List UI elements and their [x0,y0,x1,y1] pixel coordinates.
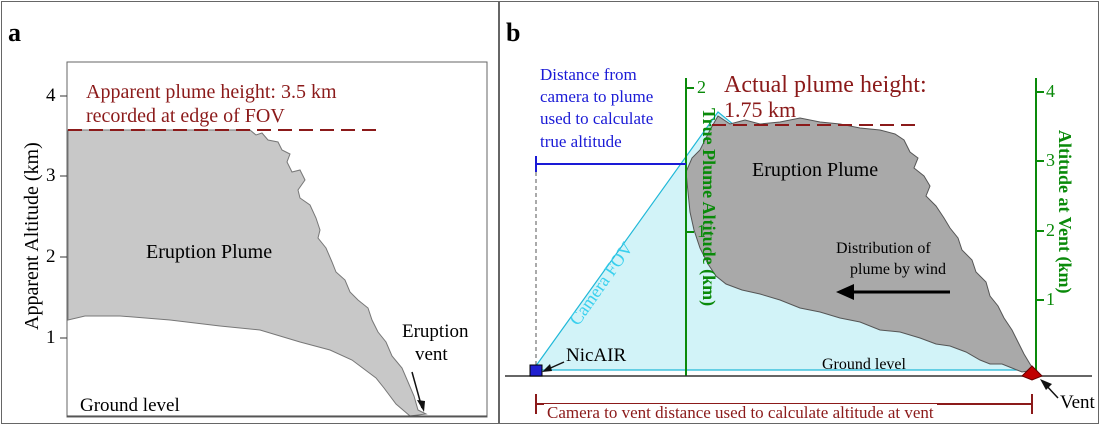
actual-height-text-1: Actual plume height: [724,72,927,98]
camera-vent-label: Camera to vent distance used to calculat… [544,404,937,421]
panel-a-ground-label: Ground level [80,395,180,416]
distance-note-4: true altitude [540,132,622,151]
vent-label: Vent [1060,392,1095,413]
panel-b-plume [685,115,1035,373]
wind-label-1: Distribution of [836,240,931,257]
distance-note-3: used to calculate [540,109,654,128]
true-axis-tick-label-2: 2 [697,77,706,97]
panel-a-tick-label-1: 1 [46,327,56,348]
panel-b-ground-label: Ground level [822,356,906,373]
nicair-label: NicAIR [566,345,627,366]
panel-a-drawing [60,61,488,418]
panel-a-tick-label-2: 2 [46,246,56,267]
panel-a-plume-label: Eruption Plume [146,241,273,263]
panel-a-plot-frame [66,61,488,418]
nicair-camera [529,364,543,377]
panel-a-vent-label-2: vent [415,344,448,365]
distance-note-1: Distance from [540,65,637,84]
vent-axis-label: Altitude at Vent (km) [1055,130,1075,294]
vent-arrowhead [1040,379,1052,390]
panel-b-letter: b [506,18,521,47]
panel-a-tick-label-3: 3 [46,165,56,186]
vent-axis-tick-label-2: 2 [1046,220,1055,240]
panel-a-vent-arrowhead [417,400,425,412]
nicair-arrowhead [542,364,552,372]
panel-a-tick-label-4: 4 [46,85,56,106]
panel-a-apparent-height-text-2: recorded at edge of FOV [86,105,285,127]
wind-arrowhead [836,284,854,300]
vent-axis-tick-label-1: 1 [1046,289,1055,309]
vent-axis-tick-label-4: 4 [1046,81,1055,101]
wind-label-2: plume by wind [850,261,946,278]
panel-b-plume-label: Eruption Plume [752,159,879,181]
distance-note-2: camera to plume [540,87,654,106]
panel-a-vent-label-1: Eruption [402,321,469,342]
true-axis-label: True Plume Altitude (km) [699,108,719,307]
panel-a-apparent-height-text-1: Apparent plume height: 3.5 km [86,81,337,103]
vent-axis-tick-label-3: 3 [1046,150,1055,170]
panel-a-letter: a [8,18,21,47]
true-axis-tick-label-1: 1 [697,221,706,241]
actual-height-text-2: 1.75 km [724,97,797,122]
vent-marker [1021,365,1043,381]
panel-a-plume [67,129,428,417]
